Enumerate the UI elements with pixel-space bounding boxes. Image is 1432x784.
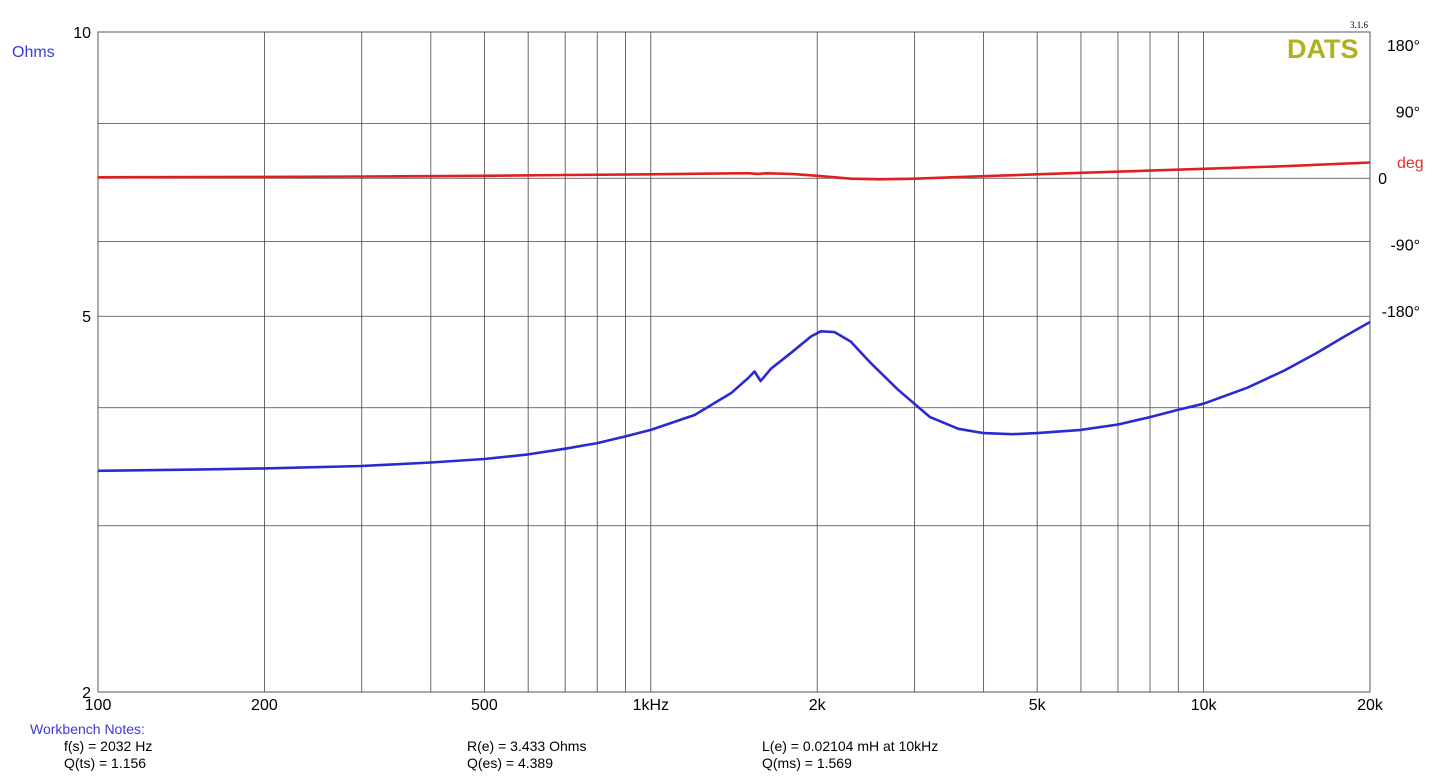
note-qes: Q(es) = 4.389 <box>467 755 553 771</box>
y-right-axis-label: deg <box>1397 155 1424 172</box>
x-tick-label: 10k <box>1191 697 1218 714</box>
x-tick-label: 2k <box>809 697 827 714</box>
plot-frame <box>97 31 1371 693</box>
notes-title: Workbench Notes: <box>30 721 145 737</box>
x-tick-labels: 100 200 500 1kHz 2k 5k 10k 20k <box>85 697 1384 714</box>
dats-logo: DATS <box>1287 34 1359 64</box>
y-right-tick-label: 0 <box>1378 171 1387 188</box>
y-right-tick-label: -180° <box>1382 304 1420 321</box>
x-tick-label: 5k <box>1029 697 1047 714</box>
y-right-tick-label: 180° <box>1387 38 1420 55</box>
impedance-line <box>97 320 1371 473</box>
y-left-tick-label: 5 <box>82 309 91 326</box>
y-left-tick-label: 10 <box>73 25 91 42</box>
note-le: L(e) = 0.02104 mH at 10kHz <box>762 738 939 754</box>
series-group <box>97 161 1371 473</box>
y-left-tick-label: 2 <box>82 685 91 702</box>
note-re: R(e) = 3.433 Ohms <box>467 738 587 754</box>
y-left-tick-labels: 10 5 2 <box>73 25 91 702</box>
x-tick-label: 1kHz <box>633 697 669 714</box>
y-right-tick-label: 90° <box>1396 105 1420 122</box>
y-right-tick-label: -90° <box>1390 238 1420 255</box>
note-qms: Q(ms) = 1.569 <box>762 755 852 771</box>
y-right-tick-labels: 180° 90° 0 -90° -180° <box>1378 38 1420 321</box>
grid-lines <box>98 32 1370 692</box>
y-left-axis-label: Ohms <box>12 44 55 61</box>
x-tick-label: 500 <box>471 697 498 714</box>
version-label: 3.1.6 <box>1350 20 1369 30</box>
note-qts: Q(ts) = 1.156 <box>64 755 147 771</box>
x-tick-label: 200 <box>251 697 278 714</box>
x-tick-label: 100 <box>85 697 112 714</box>
phase-line <box>97 161 1371 181</box>
note-fs: f(s) = 2032 Hz <box>64 738 153 754</box>
x-tick-label: 20k <box>1357 697 1384 714</box>
